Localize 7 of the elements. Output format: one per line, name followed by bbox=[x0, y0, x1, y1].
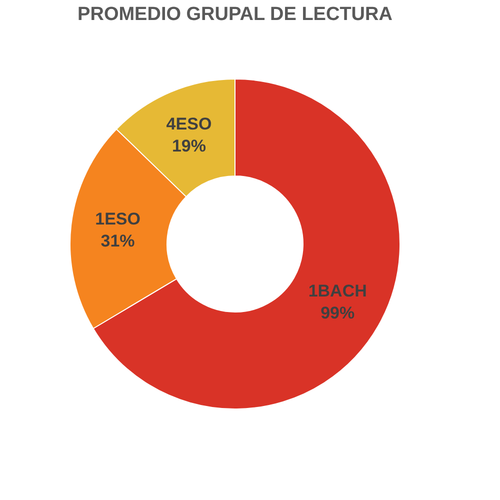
slice-label: 4ESO bbox=[166, 114, 212, 134]
slice-label: 1BACH bbox=[308, 281, 367, 300]
data-label: 99% bbox=[320, 303, 355, 322]
chart-title: PROMEDIO GRUPAL DE LECTURA bbox=[78, 4, 393, 25]
data-label: 31% bbox=[100, 231, 135, 250]
slice-label: 1ESO bbox=[95, 209, 140, 228]
data-label: 19% bbox=[172, 136, 206, 156]
